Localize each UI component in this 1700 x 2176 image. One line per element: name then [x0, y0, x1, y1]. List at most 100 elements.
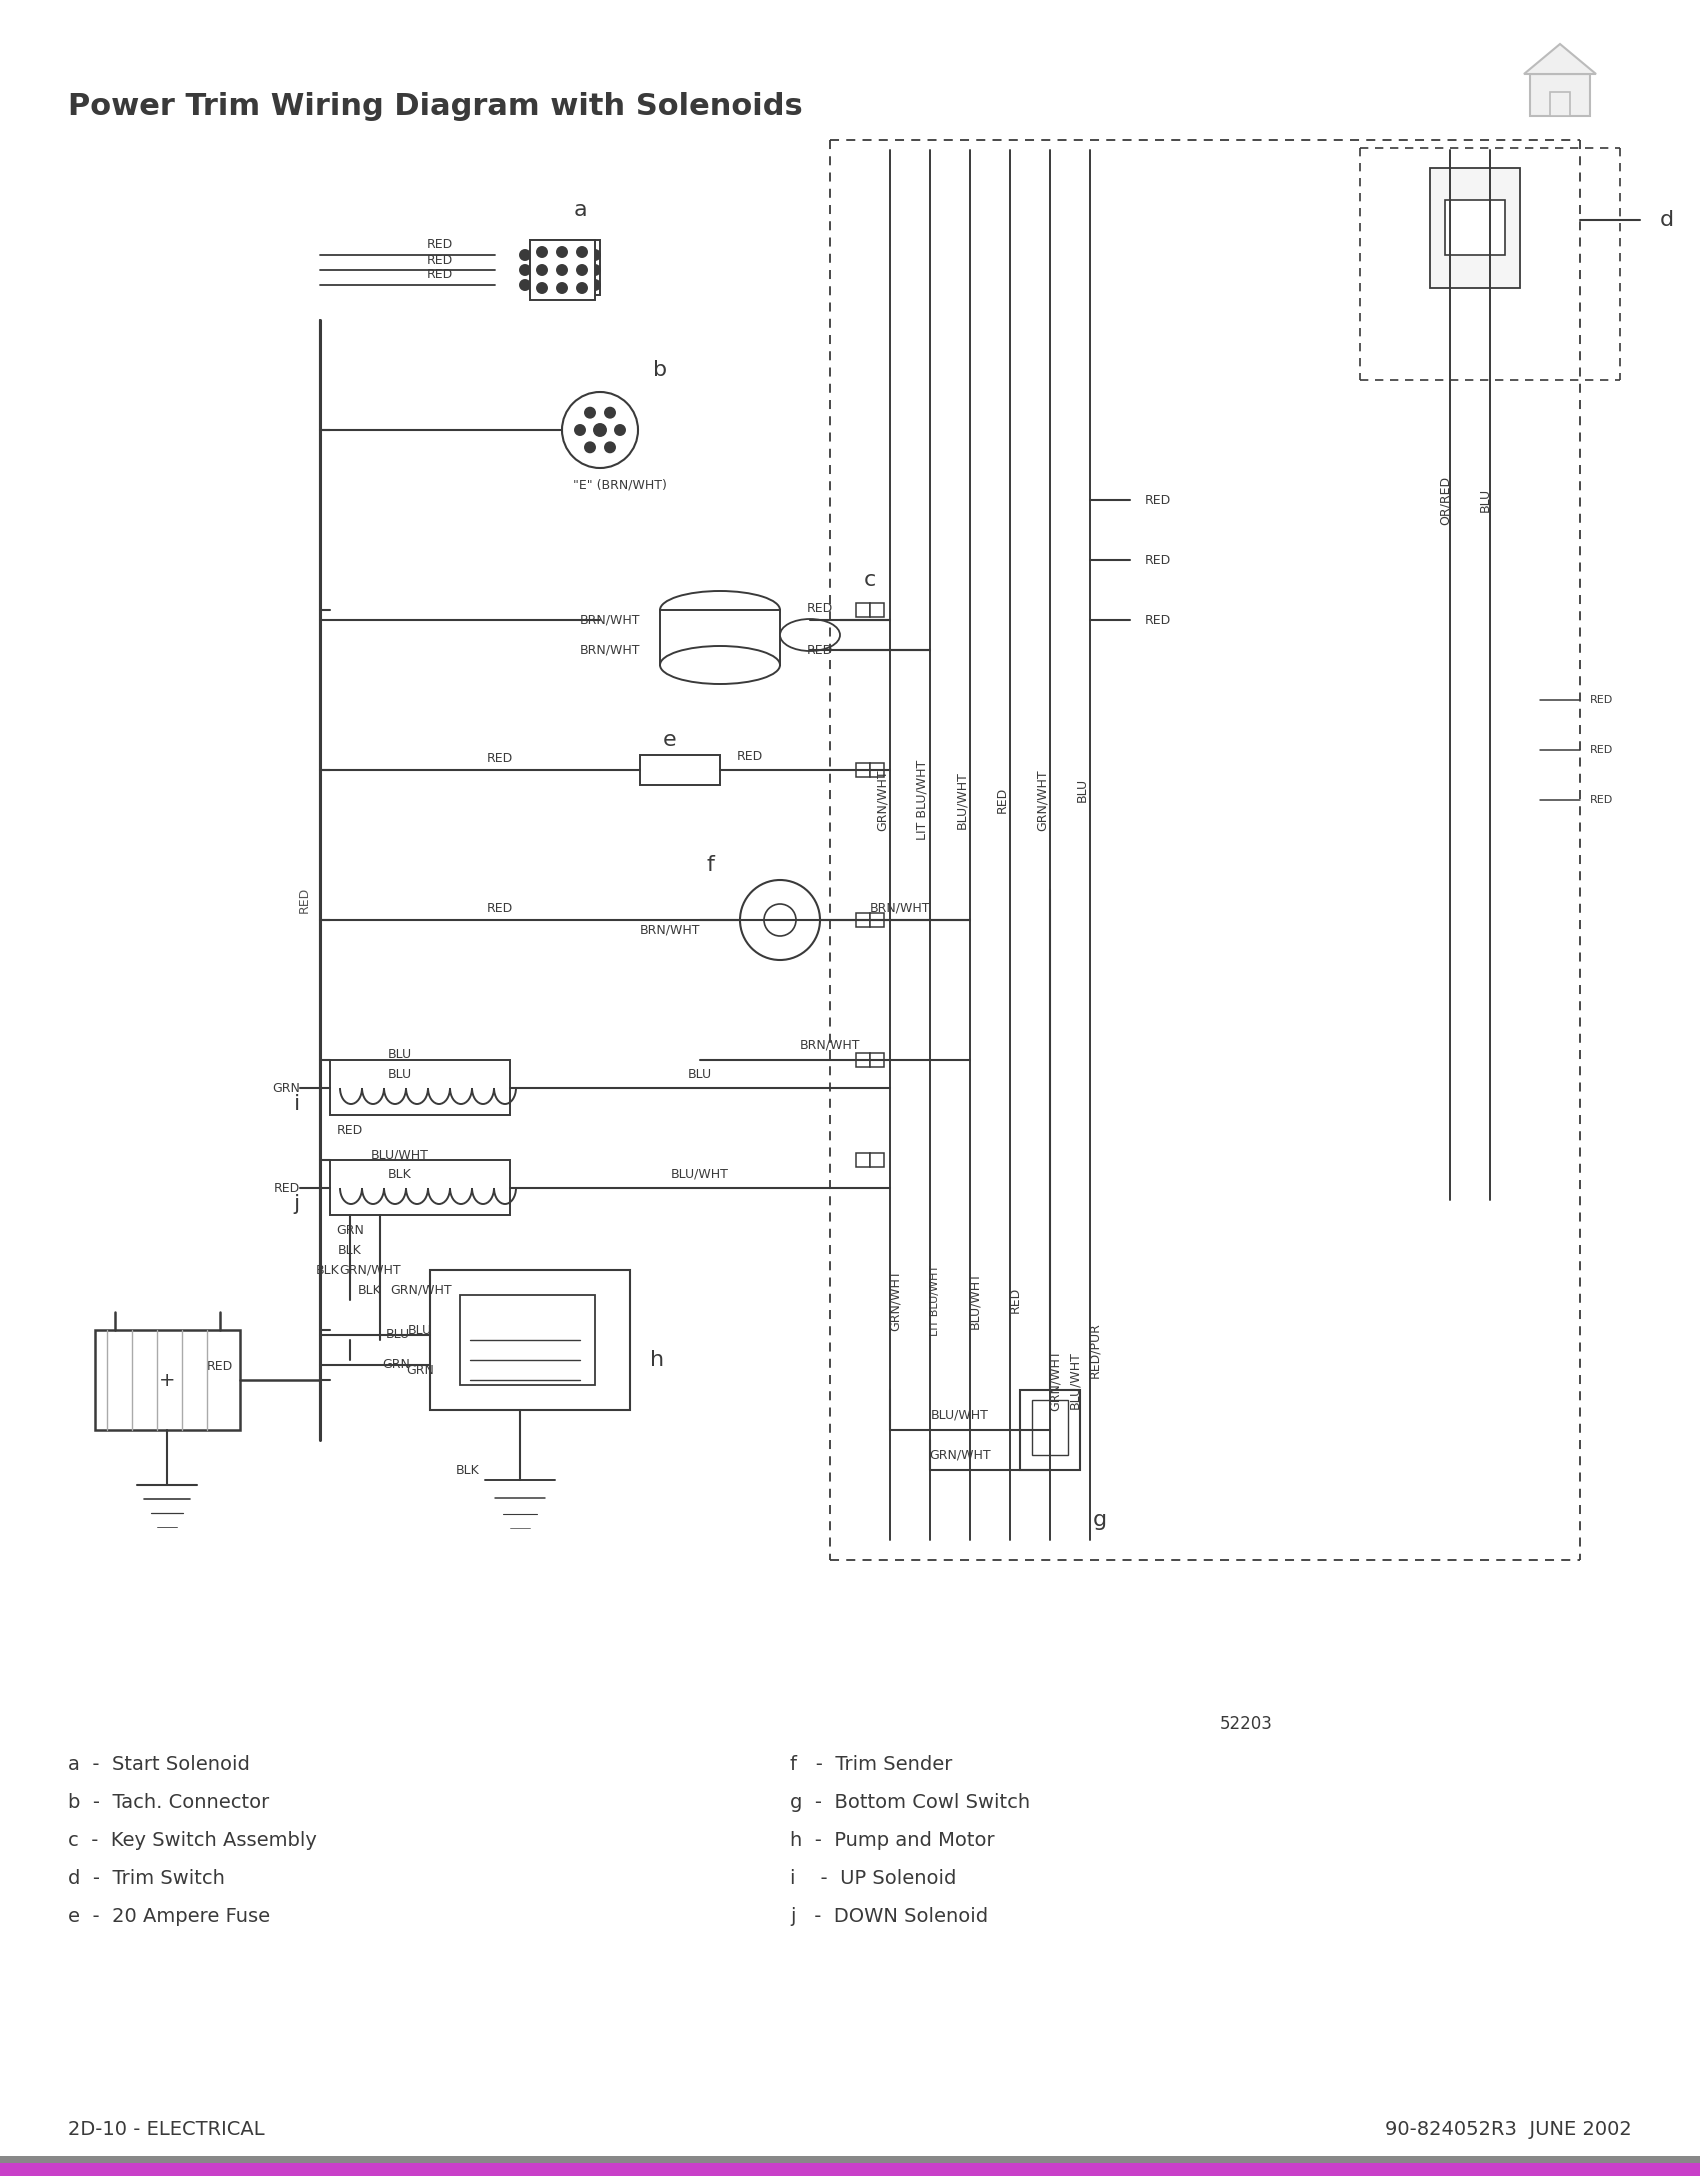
Text: "E" (BRN/WHT): "E" (BRN/WHT): [573, 479, 666, 492]
Text: GRN/WHT: GRN/WHT: [889, 1269, 901, 1332]
Bar: [639, 755, 721, 786]
Text: RED: RED: [996, 788, 1008, 814]
Text: RED: RED: [1146, 614, 1171, 627]
Text: BLU: BLU: [388, 1068, 411, 1081]
Bar: [870, 1153, 884, 1166]
Circle shape: [558, 265, 568, 274]
Text: GRN/WHT: GRN/WHT: [340, 1264, 401, 1277]
Text: e: e: [663, 729, 677, 751]
Bar: [95, 1330, 240, 1430]
Text: BLK: BLK: [316, 1264, 340, 1277]
Text: RED: RED: [1146, 494, 1171, 507]
Circle shape: [537, 283, 547, 294]
Bar: [430, 1271, 631, 1410]
Text: GRN/WHT: GRN/WHT: [1035, 768, 1049, 831]
Circle shape: [558, 248, 568, 257]
Text: 2D-10 - ELECTRICAL: 2D-10 - ELECTRICAL: [68, 2119, 265, 2139]
Text: RED: RED: [274, 1182, 299, 1195]
Bar: [870, 914, 884, 927]
Text: RED: RED: [1590, 744, 1613, 755]
Circle shape: [576, 265, 586, 274]
Ellipse shape: [660, 646, 780, 683]
Text: BLK: BLK: [388, 1169, 411, 1182]
Text: BLU/WHT: BLU/WHT: [1069, 1351, 1081, 1408]
Text: RED: RED: [808, 644, 833, 657]
Text: +: +: [158, 1371, 175, 1390]
Text: BLK: BLK: [359, 1284, 382, 1297]
Text: BLU: BLU: [688, 1068, 712, 1081]
Text: BRN/WHT: BRN/WHT: [580, 614, 639, 627]
Bar: [330, 1060, 510, 1114]
Circle shape: [575, 424, 585, 435]
Text: BLU: BLU: [1479, 487, 1491, 511]
Text: GRN: GRN: [337, 1223, 364, 1236]
Text: c: c: [864, 570, 876, 590]
Text: GRN: GRN: [272, 1081, 299, 1095]
Text: BLK: BLK: [456, 1464, 479, 1478]
Bar: [857, 764, 870, 777]
Circle shape: [563, 392, 638, 468]
Text: BLK: BLK: [338, 1242, 362, 1256]
Text: RED/PUR: RED/PUR: [1088, 1323, 1102, 1377]
Text: g  -  Bottom Cowl Switch: g - Bottom Cowl Switch: [790, 1793, 1030, 1813]
Text: a  -  Start Solenoid: a - Start Solenoid: [68, 1756, 250, 1773]
Text: RED: RED: [486, 751, 513, 764]
Text: LIT BLU/WHT: LIT BLU/WHT: [930, 1264, 940, 1336]
Text: RED: RED: [427, 268, 454, 281]
Bar: [461, 1295, 595, 1384]
Text: GRN/WHT: GRN/WHT: [1049, 1349, 1061, 1410]
Bar: [857, 914, 870, 927]
Text: GRN/WHT: GRN/WHT: [930, 1449, 991, 1462]
Text: RED: RED: [427, 239, 454, 252]
Text: BLU/WHT: BLU/WHT: [371, 1149, 428, 1162]
Text: BLU: BLU: [1076, 779, 1088, 803]
Bar: [0, 2163, 1700, 2176]
Text: GRN: GRN: [406, 1364, 434, 1377]
Text: f: f: [706, 855, 714, 875]
Circle shape: [520, 250, 530, 259]
Text: RED: RED: [1146, 553, 1171, 566]
Ellipse shape: [660, 592, 780, 629]
Text: RED: RED: [1008, 1286, 1022, 1312]
Bar: [1530, 74, 1590, 115]
Text: BLU/WHT: BLU/WHT: [969, 1271, 981, 1330]
Text: RED: RED: [427, 252, 454, 265]
Bar: [1430, 168, 1520, 287]
Text: GRN/WHT: GRN/WHT: [876, 768, 889, 831]
Text: BRN/WHT: BRN/WHT: [870, 901, 930, 914]
Circle shape: [590, 265, 600, 274]
Circle shape: [605, 442, 615, 453]
Text: j: j: [294, 1195, 299, 1214]
Bar: [660, 609, 780, 666]
Text: j   -  DOWN Solenoid: j - DOWN Solenoid: [790, 1906, 988, 1926]
Bar: [870, 764, 884, 777]
Circle shape: [615, 424, 626, 435]
Bar: [857, 1053, 870, 1066]
Ellipse shape: [780, 618, 840, 651]
Bar: [1020, 1390, 1080, 1471]
Text: GRN: GRN: [382, 1358, 410, 1371]
Text: BLU: BLU: [408, 1323, 432, 1336]
Text: Power Trim Wiring Diagram with Solenoids: Power Trim Wiring Diagram with Solenoids: [68, 91, 802, 122]
Text: b: b: [653, 359, 666, 381]
Bar: [530, 239, 595, 300]
Text: RED: RED: [298, 888, 311, 914]
Text: BLU: BLU: [386, 1330, 410, 1340]
Text: BLU/WHT: BLU/WHT: [932, 1408, 989, 1421]
Text: b  -  Tach. Connector: b - Tach. Connector: [68, 1793, 269, 1813]
Text: BRN/WHT: BRN/WHT: [799, 1038, 860, 1051]
Text: a: a: [573, 200, 586, 220]
Bar: [330, 1160, 510, 1214]
Circle shape: [740, 879, 819, 960]
Bar: [1032, 1399, 1068, 1456]
Text: BLU/WHT: BLU/WHT: [672, 1169, 729, 1182]
Bar: [857, 1153, 870, 1166]
Text: i    -  UP Solenoid: i - UP Solenoid: [790, 1869, 957, 1889]
Circle shape: [558, 283, 568, 294]
Text: RED: RED: [207, 1360, 233, 1373]
Text: RED: RED: [337, 1123, 364, 1136]
Circle shape: [605, 407, 615, 418]
Text: RED: RED: [1590, 694, 1613, 705]
Text: 52203: 52203: [1221, 1715, 1273, 1732]
Text: g: g: [1093, 1510, 1107, 1530]
